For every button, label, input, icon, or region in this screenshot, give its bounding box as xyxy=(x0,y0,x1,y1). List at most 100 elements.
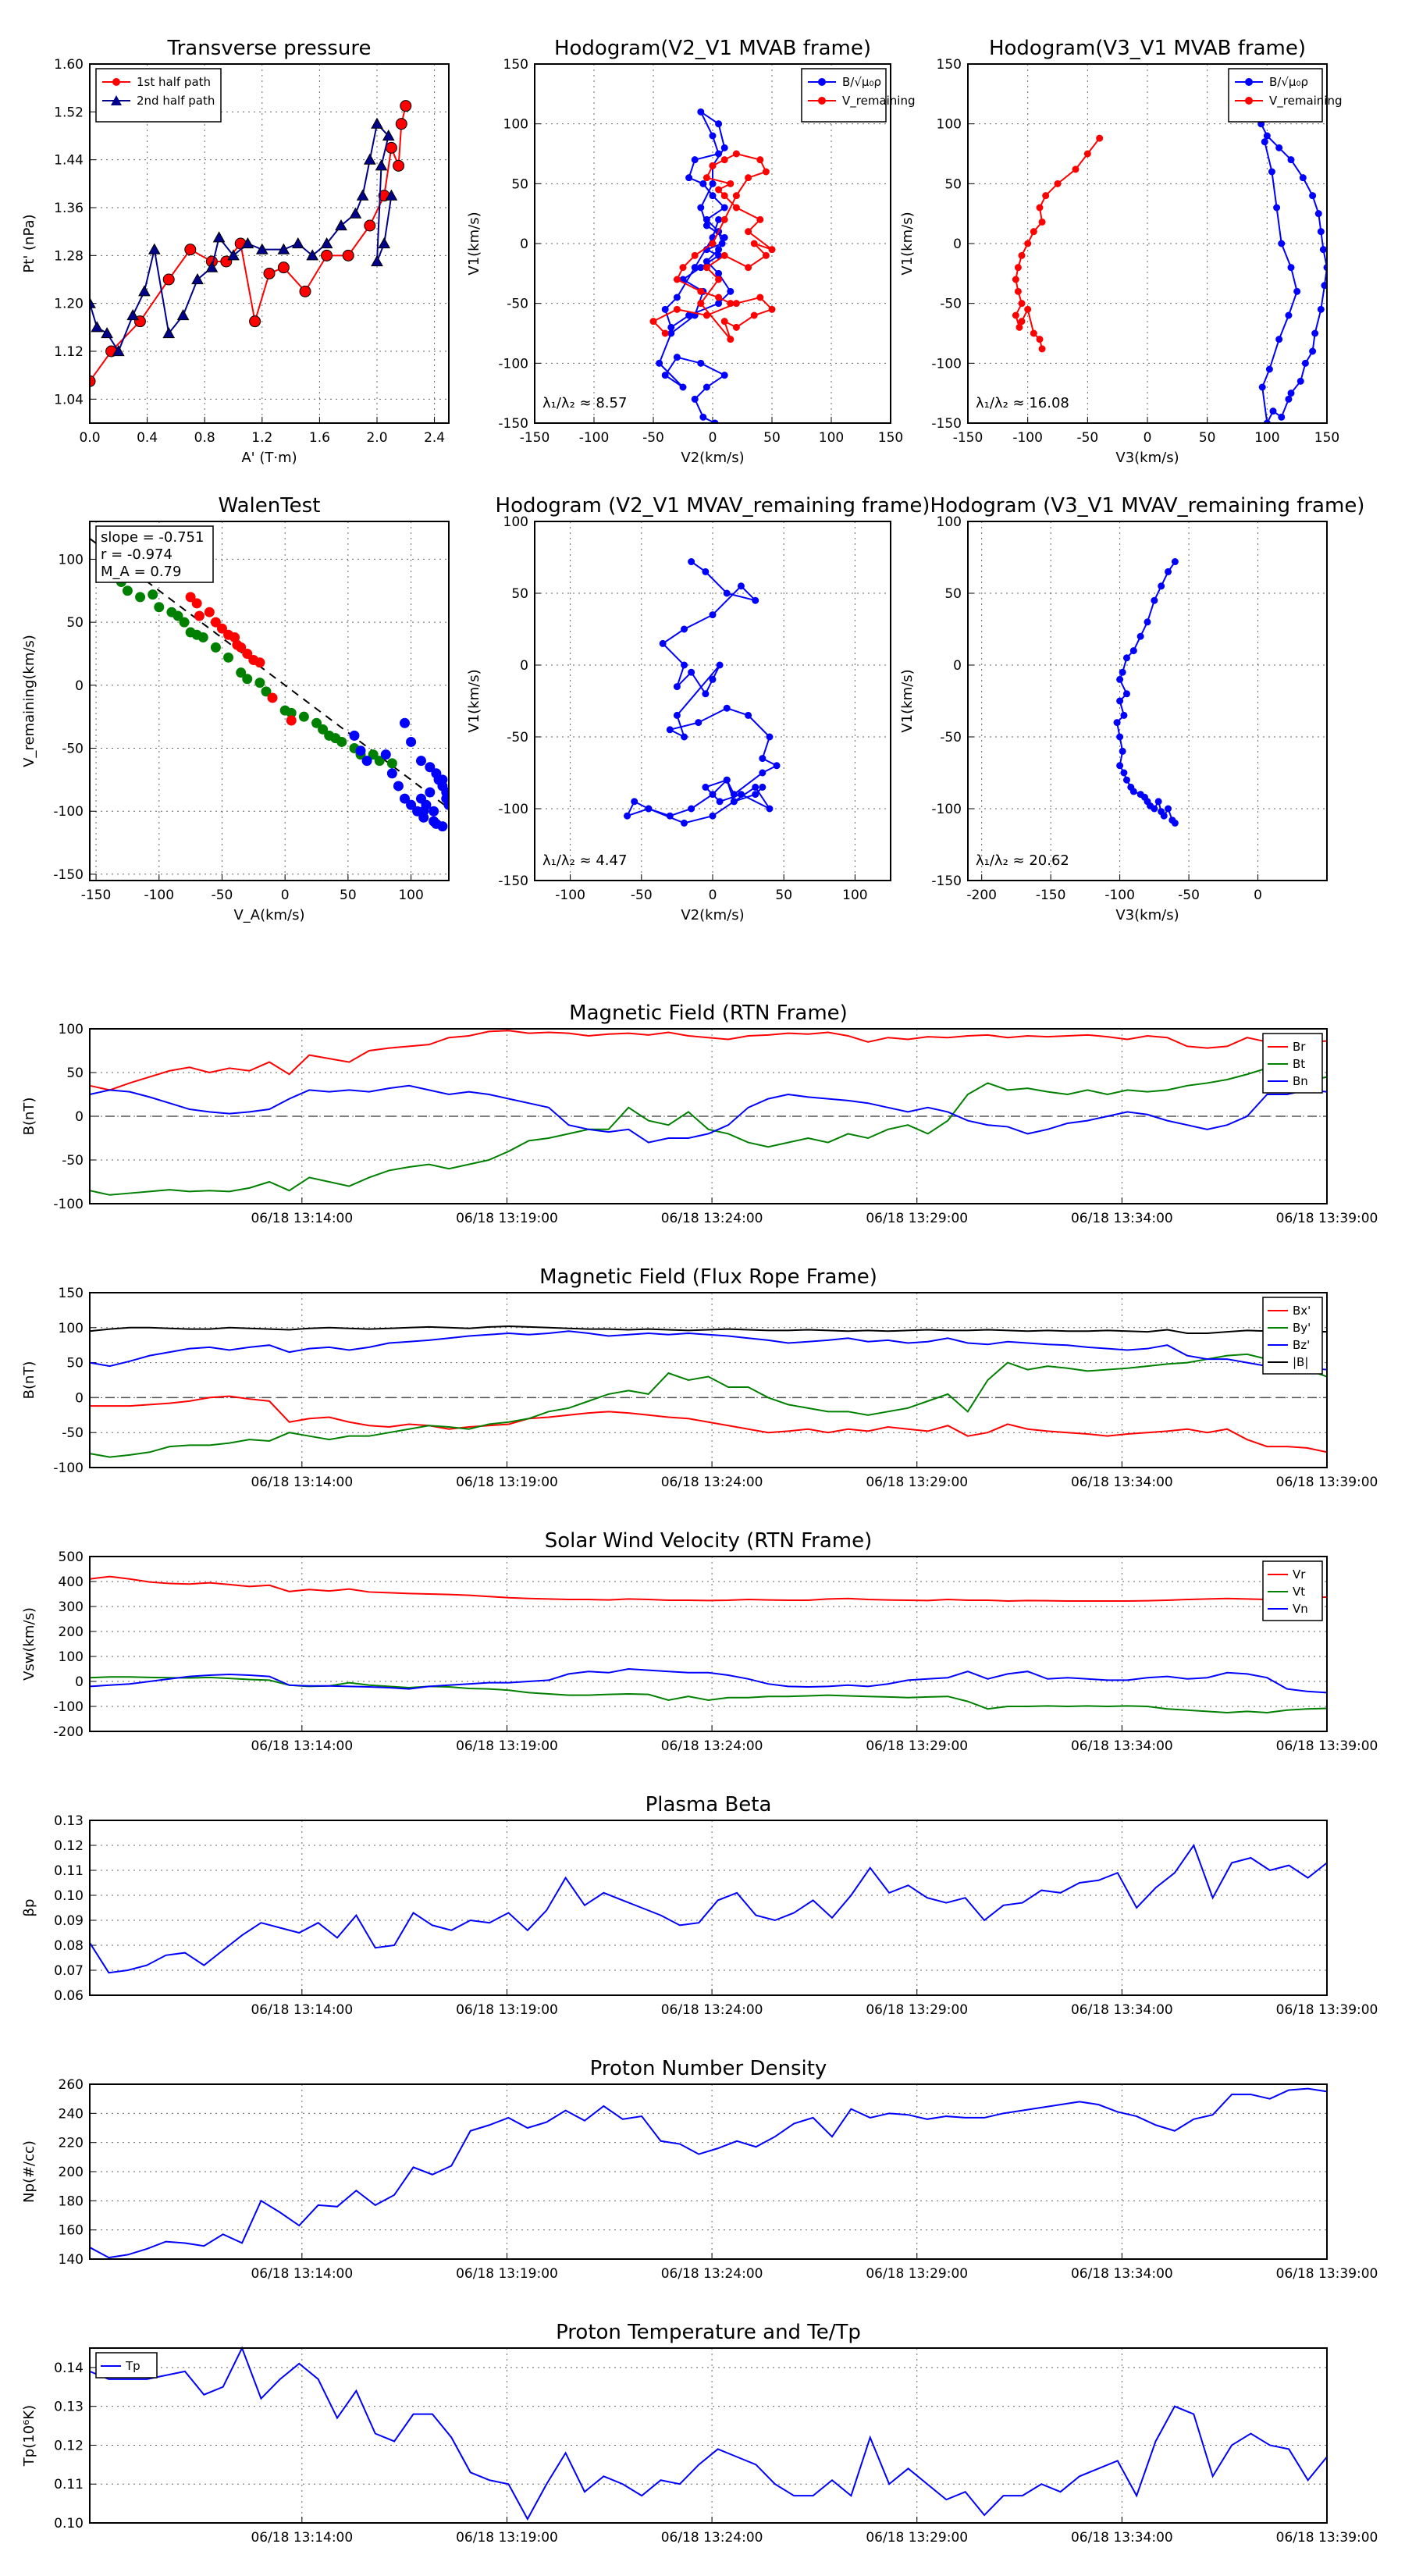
x-tick-label: 06/18 13:34:00 xyxy=(1071,2530,1173,2546)
data-point xyxy=(756,156,764,164)
data-point xyxy=(720,372,728,379)
y-tick-label: 100 xyxy=(59,1321,84,1336)
data-point xyxy=(261,686,272,697)
x-tick-label: 06/18 13:24:00 xyxy=(661,2530,763,2546)
axes-border xyxy=(967,63,1328,424)
mag_rtn-panel: Magnetic Field (RTN Frame) -100 -50 0 50 100 0… xyxy=(21,1002,1378,1226)
data-point xyxy=(321,249,333,262)
y-tick-label: 50 xyxy=(66,615,84,631)
mag_fr-panel: Magnetic Field (Flux Rope Frame) -100 -50 0… xyxy=(21,1265,1378,1490)
data-point xyxy=(1287,264,1295,272)
data-point xyxy=(766,805,774,813)
legend-marker xyxy=(111,95,122,105)
data-point xyxy=(1265,365,1273,373)
data-point xyxy=(759,769,767,777)
series-line-beta xyxy=(89,1843,1328,1974)
data-point xyxy=(148,589,158,600)
legend-box xyxy=(1228,68,1323,123)
data-point xyxy=(737,791,745,799)
data-point xyxy=(349,730,360,741)
x-tick-label: 1.2 xyxy=(251,430,272,446)
data-point xyxy=(1278,240,1286,247)
axes-border xyxy=(89,521,450,881)
data-point xyxy=(727,287,735,295)
y-tick-label: 0.13 xyxy=(54,1813,84,1829)
data-point xyxy=(759,755,767,763)
data-point xyxy=(661,305,669,313)
data-point xyxy=(1014,287,1022,295)
y-tick-label: 1.60 xyxy=(54,57,84,73)
data-point xyxy=(212,231,226,243)
x-tick-label: 06/18 13:39:00 xyxy=(1276,2266,1378,2282)
y-tick-label: -150 xyxy=(931,873,962,889)
data-point xyxy=(1319,246,1327,254)
data-point xyxy=(720,251,728,259)
x-tick-label: 06/18 13:39:00 xyxy=(1276,2530,1378,2546)
data-point xyxy=(1151,805,1158,813)
x-tick-label: 06/18 13:34:00 xyxy=(1071,2266,1173,2282)
axes-border xyxy=(89,1028,1328,1204)
data-point xyxy=(374,756,385,767)
data-point xyxy=(267,692,278,703)
data-point xyxy=(1018,251,1026,259)
series-line-1st half path xyxy=(90,105,407,382)
data-point xyxy=(732,300,740,308)
axes-border xyxy=(89,2083,1328,2260)
data-point xyxy=(1072,165,1080,173)
hodo4-plot-area xyxy=(1113,558,1179,827)
annotation-line: r = -0.974 xyxy=(101,546,173,563)
data-point xyxy=(709,162,717,169)
hodo4-title: Hodogram (V3_V1 MVAV_remaining frame) xyxy=(930,494,1365,518)
series-line-Vr xyxy=(89,1575,1328,1602)
x-tick-label: 0 xyxy=(1144,430,1152,446)
data-point xyxy=(737,582,745,590)
data-point xyxy=(685,174,693,182)
data-point xyxy=(709,240,717,247)
series-line-Bz' xyxy=(89,1330,1328,1371)
data-point xyxy=(681,819,688,827)
data-point xyxy=(691,264,699,272)
data-point xyxy=(375,159,388,171)
data-point xyxy=(356,189,369,201)
x-tick-label: -200 xyxy=(966,888,997,903)
hodo1-panel: Hodogram(V2_V1 MVAB frame) -150 -100 -50 0 50… xyxy=(466,37,916,466)
legend-label: B/√μ₀ρ xyxy=(842,75,881,89)
axes-border xyxy=(967,521,1328,881)
data-point xyxy=(750,311,758,319)
data-point xyxy=(715,246,723,254)
x-tick-label: -50 xyxy=(642,430,664,446)
axes-border xyxy=(89,63,450,424)
y-tick-label: 300 xyxy=(59,1599,84,1615)
legend-box xyxy=(95,68,222,123)
y-tick-label: 0.13 xyxy=(54,2400,84,2415)
y-tick-label: 100 xyxy=(59,552,84,568)
x-tick-label: 06/18 13:29:00 xyxy=(866,2530,968,2546)
y-tick-label: -150 xyxy=(498,416,528,432)
data-point xyxy=(745,174,752,182)
data-point xyxy=(723,589,731,597)
data-point xyxy=(162,326,176,339)
annotation-line: M_A = 0.79 xyxy=(101,564,181,580)
x-tick-label: -50 xyxy=(212,888,233,903)
y-tick-label: -100 xyxy=(53,1699,84,1715)
hodo4-ylabel: V1(km/s) xyxy=(899,669,916,732)
data-point xyxy=(393,781,404,792)
data-point xyxy=(1024,305,1032,313)
data-point xyxy=(1287,390,1295,397)
data-point xyxy=(1299,174,1307,182)
legend-label: B/√μ₀ρ xyxy=(1269,75,1308,89)
data-point xyxy=(752,596,759,604)
series-line-Bn xyxy=(89,1084,1328,1144)
data-point xyxy=(1317,305,1325,313)
annotation-text: λ₁/λ₂ ≈ 20.62 xyxy=(976,852,1069,869)
data-point xyxy=(336,736,347,747)
data-point xyxy=(1275,336,1283,343)
data-point xyxy=(1165,805,1172,813)
data-point xyxy=(709,611,717,619)
beta-panel: Plasma Beta 0.06 0.07 0.08 0.09 0.10 0.11 0.12 0… xyxy=(21,1793,1378,2018)
data-point xyxy=(1301,359,1309,367)
data-point xyxy=(720,318,728,326)
data-point xyxy=(311,717,322,728)
data-point xyxy=(1036,336,1044,343)
data-point xyxy=(386,768,397,779)
